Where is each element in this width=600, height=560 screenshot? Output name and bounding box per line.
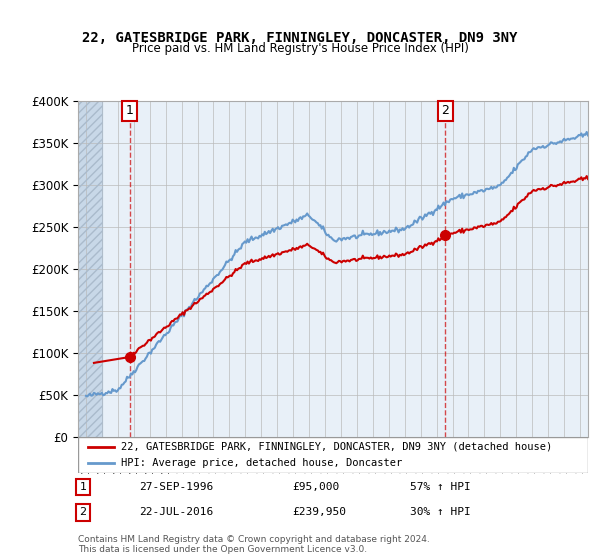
Text: 22-JUL-2016: 22-JUL-2016 [139, 507, 214, 517]
Text: 22, GATESBRIDGE PARK, FINNINGLEY, DONCASTER, DN9 3NY (detached house): 22, GATESBRIDGE PARK, FINNINGLEY, DONCAS… [121, 442, 553, 451]
Text: Price paid vs. HM Land Registry's House Price Index (HPI): Price paid vs. HM Land Registry's House … [131, 42, 469, 55]
Text: HPI: Average price, detached house, Doncaster: HPI: Average price, detached house, Donc… [121, 459, 403, 468]
Text: 1: 1 [80, 482, 86, 492]
Text: 27-SEP-1996: 27-SEP-1996 [139, 482, 214, 492]
Text: 30% ↑ HPI: 30% ↑ HPI [409, 507, 470, 517]
Text: 1: 1 [126, 104, 134, 118]
Text: 2: 2 [442, 104, 449, 118]
Text: £239,950: £239,950 [292, 507, 346, 517]
Bar [78, 101, 102, 437]
Text: 2: 2 [80, 507, 86, 517]
FancyBboxPatch shape [78, 437, 588, 473]
Text: 22, GATESBRIDGE PARK, FINNINGLEY, DONCASTER, DN9 3NY: 22, GATESBRIDGE PARK, FINNINGLEY, DONCAS… [82, 31, 518, 45]
Bar [78, 101, 102, 437]
Text: 57% ↑ HPI: 57% ↑ HPI [409, 482, 470, 492]
Text: Contains HM Land Registry data © Crown copyright and database right 2024.
This d: Contains HM Land Registry data © Crown c… [78, 535, 430, 554]
Text: £95,000: £95,000 [292, 482, 340, 492]
